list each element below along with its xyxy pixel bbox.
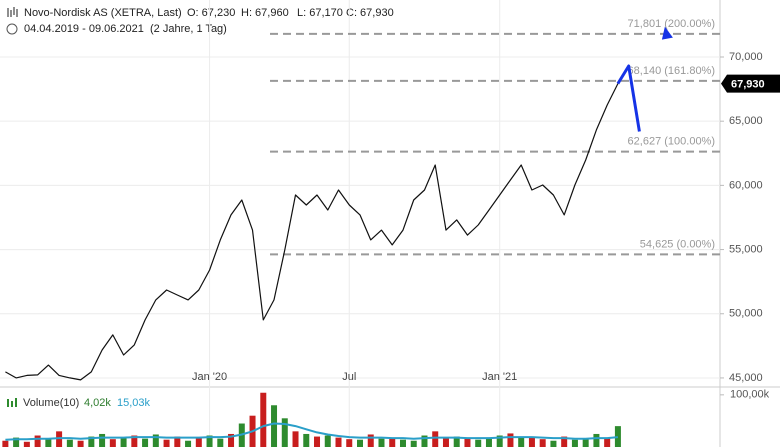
volume-bar	[217, 438, 224, 447]
volume-bar	[582, 438, 589, 447]
volume-bar	[496, 435, 503, 447]
last-price-label: 67,930	[731, 78, 765, 90]
volume-bar	[303, 433, 310, 447]
volume-bar	[77, 440, 84, 447]
price-line	[5, 83, 619, 381]
volume-bar	[335, 437, 342, 447]
projection-arrowhead	[661, 26, 673, 40]
volume-title: Volume(10)	[23, 397, 79, 409]
y-tick-label: 55,000	[729, 243, 763, 255]
level-label: 54,625 (0.00%)	[640, 238, 715, 250]
volume-bar	[561, 436, 568, 447]
x-tick-label: Jan '21	[482, 371, 517, 383]
volume-bar	[399, 439, 406, 447]
volume-bar	[271, 405, 278, 447]
clock-icon	[6, 23, 18, 35]
volume-bar	[604, 437, 611, 447]
volume-bar	[539, 439, 546, 447]
volume-average-line	[5, 422, 618, 441]
volume-icon	[7, 399, 9, 407]
open: O: 67,230	[187, 7, 235, 19]
volume-bar	[228, 433, 235, 447]
y-tick-label: 50,000	[729, 308, 763, 320]
x-tick-label: Jul	[342, 371, 356, 383]
title: Novo-Nordisk AS (XETRA, Last)	[24, 7, 182, 19]
volume-bar	[56, 431, 63, 447]
low: L: 67,170	[297, 7, 343, 19]
volume-bar	[485, 437, 492, 447]
level-label: 62,627 (100.00%)	[628, 136, 715, 148]
volume-bar	[120, 437, 127, 447]
volume-bar	[550, 440, 557, 447]
volume-bar	[464, 438, 471, 447]
volume-bar	[281, 418, 288, 447]
x-tick-label: Jan '20	[192, 371, 227, 383]
y-tick-label: 70,000	[729, 51, 763, 63]
volume-bar	[88, 436, 95, 447]
volume-bar	[185, 440, 192, 447]
volume-tick-label: 100,00k	[730, 389, 770, 401]
volume-bar	[518, 436, 525, 447]
volume-last: 4,02k	[84, 397, 111, 409]
close: C: 67,930	[346, 7, 394, 19]
volume-bar	[13, 437, 20, 447]
y-tick-label: 60,000	[729, 179, 763, 191]
volume-bar	[410, 440, 417, 447]
level-label: 68,140 (161.80%)	[628, 65, 715, 77]
level-label: 71,801 (200.00%)	[628, 18, 715, 30]
volume-bar	[260, 392, 267, 447]
volume-bar	[292, 431, 299, 447]
volume-bar	[142, 438, 149, 447]
volume-bar	[453, 436, 460, 447]
volume-bar	[314, 436, 321, 447]
volume-bar	[45, 439, 52, 447]
volume-bar	[614, 426, 621, 447]
volume-bar	[442, 437, 449, 447]
span: (2 Jahre, 1 Tag)	[150, 23, 227, 35]
volume-bar	[131, 435, 138, 447]
volume-bar	[66, 439, 73, 447]
volume-bar	[163, 439, 170, 447]
volume-bar	[34, 435, 41, 447]
volume-bar	[378, 438, 385, 447]
volume-icon	[15, 398, 17, 407]
y-tick-label: 65,000	[729, 115, 763, 127]
volume-bar	[152, 434, 159, 447]
volume-bar	[571, 439, 578, 447]
volume-bar	[23, 441, 30, 447]
volume-bar	[389, 437, 396, 447]
volume-bar	[109, 439, 116, 447]
volume-bar	[357, 439, 363, 447]
volume-bar	[206, 435, 213, 447]
volume-bar	[507, 433, 514, 447]
volume-icon	[11, 401, 13, 407]
volume-bar	[421, 435, 428, 447]
volume-bar	[475, 439, 482, 447]
volume-bar	[195, 437, 202, 447]
volume-bar	[593, 433, 600, 447]
y-tick-label: 45,000	[729, 372, 763, 384]
high: H: 67,960	[241, 7, 289, 19]
volume-bar	[99, 433, 106, 447]
volume-bar	[2, 440, 9, 447]
volume-bar	[346, 439, 353, 447]
header-icon	[7, 7, 18, 17]
volume-average: 15,03k	[117, 397, 151, 409]
volume-bar	[432, 431, 439, 447]
volume-bar	[528, 437, 535, 447]
volume-bar	[174, 436, 181, 447]
volume-bar	[324, 435, 331, 447]
volume-bar	[367, 434, 374, 447]
date-range: 04.04.2019 - 09.06.2021	[24, 23, 144, 35]
last-price-tag	[721, 74, 780, 93]
